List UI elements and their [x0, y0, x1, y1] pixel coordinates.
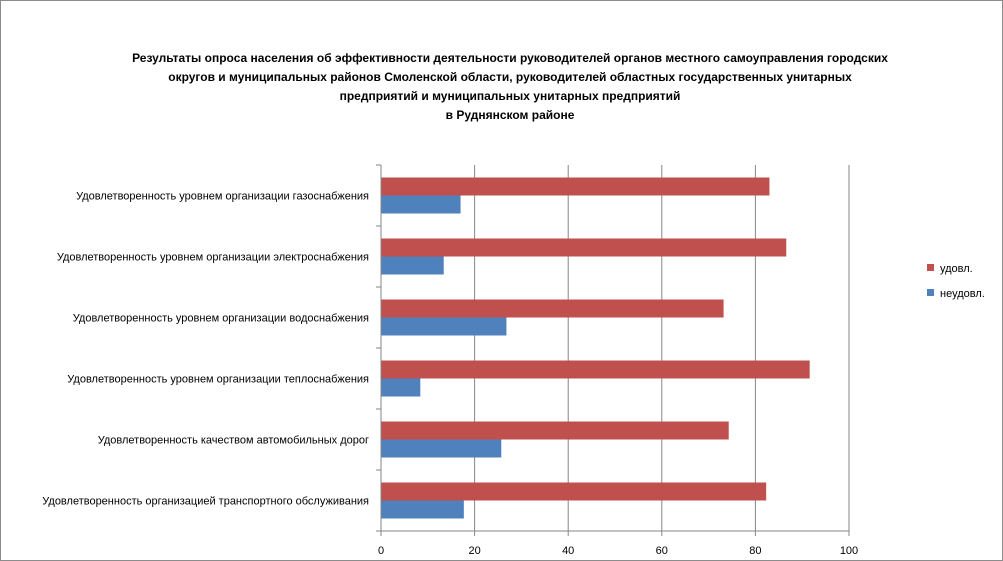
category-label: Удовлетворенность уровнем организации во…: [73, 313, 369, 325]
bar-udovl: [381, 360, 810, 379]
x-tick-label: 60: [656, 545, 668, 557]
bar-udovl: [381, 238, 787, 257]
x-tick-label: 40: [562, 545, 574, 557]
bar-udovl: [381, 299, 724, 318]
x-tick-label: 0: [378, 545, 384, 557]
category-label: Удовлетворенность уровнем организации эл…: [57, 252, 369, 264]
axes: [376, 164, 850, 536]
category-labels: Удовлетворенность уровнем организации га…: [42, 191, 369, 508]
category-label: Удовлетворенность уровнем организации те…: [67, 374, 369, 386]
category-label: Удовлетворенность уровнем организации га…: [76, 191, 369, 203]
chart-title-line-4: в Руднянском районе: [445, 108, 575, 122]
legend-swatch: [927, 264, 934, 271]
bar-udovl: [381, 177, 770, 196]
chart-title: Результаты опроса населения об эффективн…: [80, 49, 940, 125]
legend-swatch: [927, 289, 934, 296]
x-tick-labels: 0 20 40 60 80 100: [378, 545, 858, 557]
bar-neudovl: [381, 500, 464, 519]
bar-neudovl: [381, 317, 507, 336]
bars: [381, 177, 810, 519]
chart-title-line-1: Результаты опроса населения об эффективн…: [132, 51, 888, 65]
x-tick-label: 100: [840, 545, 858, 557]
bar-neudovl: [381, 439, 502, 458]
legend-label: удовл.: [940, 263, 973, 275]
bar-udovl: [381, 482, 767, 501]
grid-lines: [474, 165, 850, 531]
category-label: Удовлетворенность организацией транспорт…: [42, 496, 369, 508]
bar-neudovl: [381, 378, 421, 397]
chart-title-line-3: предприятий и муниципальных унитарных пр…: [339, 89, 681, 103]
bar-neudovl: [381, 195, 461, 214]
category-label: Удовлетворенность качеством автомобильны…: [98, 435, 369, 447]
bar-udovl: [381, 421, 729, 440]
x-tick-label: 20: [468, 545, 480, 557]
legend: удовл. неудовл.: [927, 263, 985, 300]
legend-label: неудовл.: [940, 288, 985, 300]
x-tick-label: 80: [749, 545, 761, 557]
bar-neudovl: [381, 256, 444, 275]
chart-title-line-2: округов и муниципальных районов Смоленск…: [168, 70, 852, 84]
